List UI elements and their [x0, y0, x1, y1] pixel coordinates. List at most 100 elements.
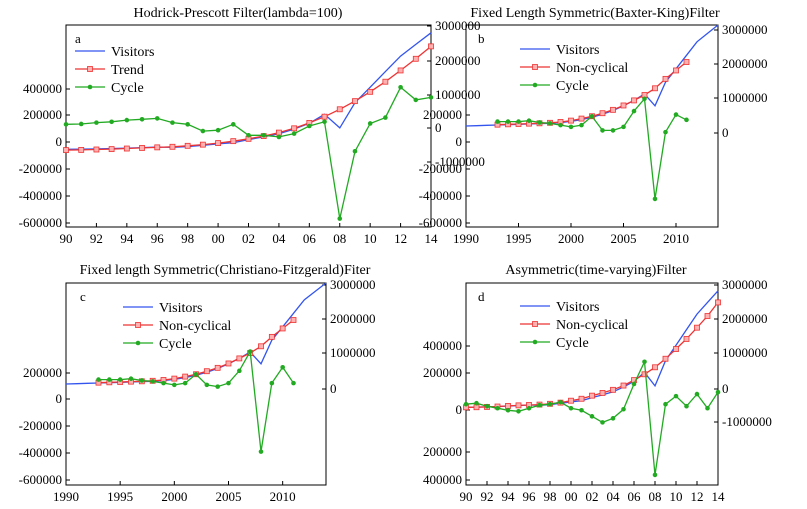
- legend-cycle-label: Cycle: [556, 79, 589, 94]
- cycle-point: [715, 389, 721, 395]
- cycle-point: [291, 380, 296, 386]
- cycle-point: [558, 122, 563, 128]
- cycle-point: [600, 128, 605, 133]
- cycle-point: [642, 96, 647, 102]
- cycle-point: [673, 393, 679, 399]
- x-tick-label: 92: [90, 231, 103, 246]
- x-tick-label: 2005: [611, 231, 637, 246]
- left-tick-label: -400000: [19, 445, 62, 460]
- left-tick-label: 200000: [423, 444, 462, 459]
- cycle-point: [516, 119, 521, 124]
- legend-non-cyclical-marker: [532, 64, 538, 70]
- cycle-point: [246, 132, 251, 138]
- trend-point: [291, 125, 298, 132]
- legend-visitors-label: Visitors: [556, 300, 600, 315]
- cycle-point: [226, 380, 231, 386]
- left-tick-label: -400000: [19, 188, 62, 203]
- cycle-point: [215, 384, 220, 389]
- panel-b-title: Fixed Length Symmetric(Baxter-King)Filte…: [470, 6, 720, 21]
- x-tick-label: 98: [544, 489, 557, 504]
- legend-non-cyclical-marker: [135, 322, 141, 328]
- non-cyclical-point: [203, 368, 210, 375]
- right-tick-label: 3000000: [435, 18, 481, 33]
- cycle-point: [684, 117, 689, 123]
- cycle-point: [652, 196, 658, 202]
- cycle-point: [579, 122, 584, 128]
- legend-visitors-label: Visitors: [159, 301, 203, 316]
- cycle-point: [276, 134, 282, 140]
- trend-point: [367, 88, 374, 95]
- x-tick-label: 2005: [216, 489, 242, 504]
- cycle-point: [139, 378, 145, 383]
- legend-trend-marker: [87, 66, 93, 72]
- cycle-point: [537, 402, 542, 408]
- cycle-point: [505, 119, 511, 124]
- cycle-point: [307, 123, 312, 129]
- legend-non-cyclical-label: Non-cyclical: [556, 61, 628, 76]
- non-cyclical-point: [610, 106, 616, 113]
- trend-point: [63, 147, 69, 153]
- right-tick-label: 0: [722, 381, 729, 396]
- non-cyclical-point: [641, 371, 648, 378]
- cycle-point: [495, 405, 500, 411]
- panel-d-title: Asymmetric(time-varying)Filter: [505, 263, 687, 278]
- trend-point: [397, 67, 404, 74]
- trend-point: [276, 129, 282, 136]
- cycle-point: [579, 407, 584, 413]
- non-cyclical-point: [505, 403, 511, 409]
- non-cyclical-point: [715, 299, 721, 306]
- cycle-point: [631, 381, 637, 387]
- left-tick-label: -600000: [19, 215, 62, 230]
- non-cyclical-point: [290, 317, 297, 323]
- right-tick-label: 1000000: [722, 345, 768, 360]
- trend-point: [412, 55, 419, 62]
- cycle-point: [694, 391, 700, 397]
- non-cyclical-point: [662, 75, 669, 82]
- non-cyclical-point: [568, 397, 574, 404]
- trend-point: [382, 78, 389, 85]
- x-tick-label: 1995: [506, 231, 532, 246]
- left-tick-label: 200000: [23, 365, 62, 380]
- legend-cycle-marker: [87, 84, 93, 90]
- cycle-point: [428, 95, 434, 100]
- left-tick-label: -200000: [419, 161, 462, 176]
- cycle-point: [413, 97, 419, 103]
- x-tick-label: 00: [212, 231, 225, 246]
- x-tick-label: 14: [425, 231, 439, 246]
- legend-visitors-label: Visitors: [111, 45, 155, 60]
- non-cyclical-point: [683, 336, 690, 342]
- cycle-point: [215, 127, 221, 133]
- panel-letter: c: [80, 289, 86, 304]
- legend-cycle-label: Cycle: [556, 336, 589, 351]
- x-tick-label: 00: [565, 489, 578, 504]
- cycle-point: [230, 122, 236, 127]
- right-tick-label: 3000000: [330, 277, 376, 292]
- non-cyclical-point: [578, 395, 585, 402]
- cycle-point: [193, 372, 199, 377]
- cycle-point: [139, 116, 145, 122]
- cycle-point: [547, 121, 553, 126]
- cycle-point: [516, 408, 521, 414]
- cycle-point: [631, 108, 637, 114]
- x-tick-label: 14: [712, 489, 726, 504]
- x-tick-label: 06: [628, 489, 642, 504]
- panel-c-title: Fixed length Symmetric(Christiano-Fitzge…: [80, 263, 371, 278]
- x-tick-label: 94: [502, 489, 516, 504]
- x-tick-label: 1990: [453, 231, 479, 246]
- left-tick-label: -200000: [19, 161, 62, 176]
- cycle-point: [63, 122, 69, 127]
- cycle-point: [154, 116, 160, 121]
- right-tick-label: 1000000: [435, 87, 481, 102]
- cycle-point: [182, 380, 188, 386]
- non-cyclical-point: [599, 110, 606, 117]
- non-cyclical-point: [236, 355, 243, 362]
- cycle-point: [150, 379, 155, 384]
- non-cyclical-point: [279, 325, 286, 332]
- right-tick-label: 2000000: [435, 53, 481, 68]
- cycle-point: [161, 380, 166, 386]
- x-tick-label: 02: [242, 231, 255, 246]
- trend-point: [78, 146, 85, 153]
- non-cyclical-point: [620, 102, 627, 109]
- cycle-point: [621, 406, 626, 412]
- left-tick-label: 0: [56, 134, 63, 149]
